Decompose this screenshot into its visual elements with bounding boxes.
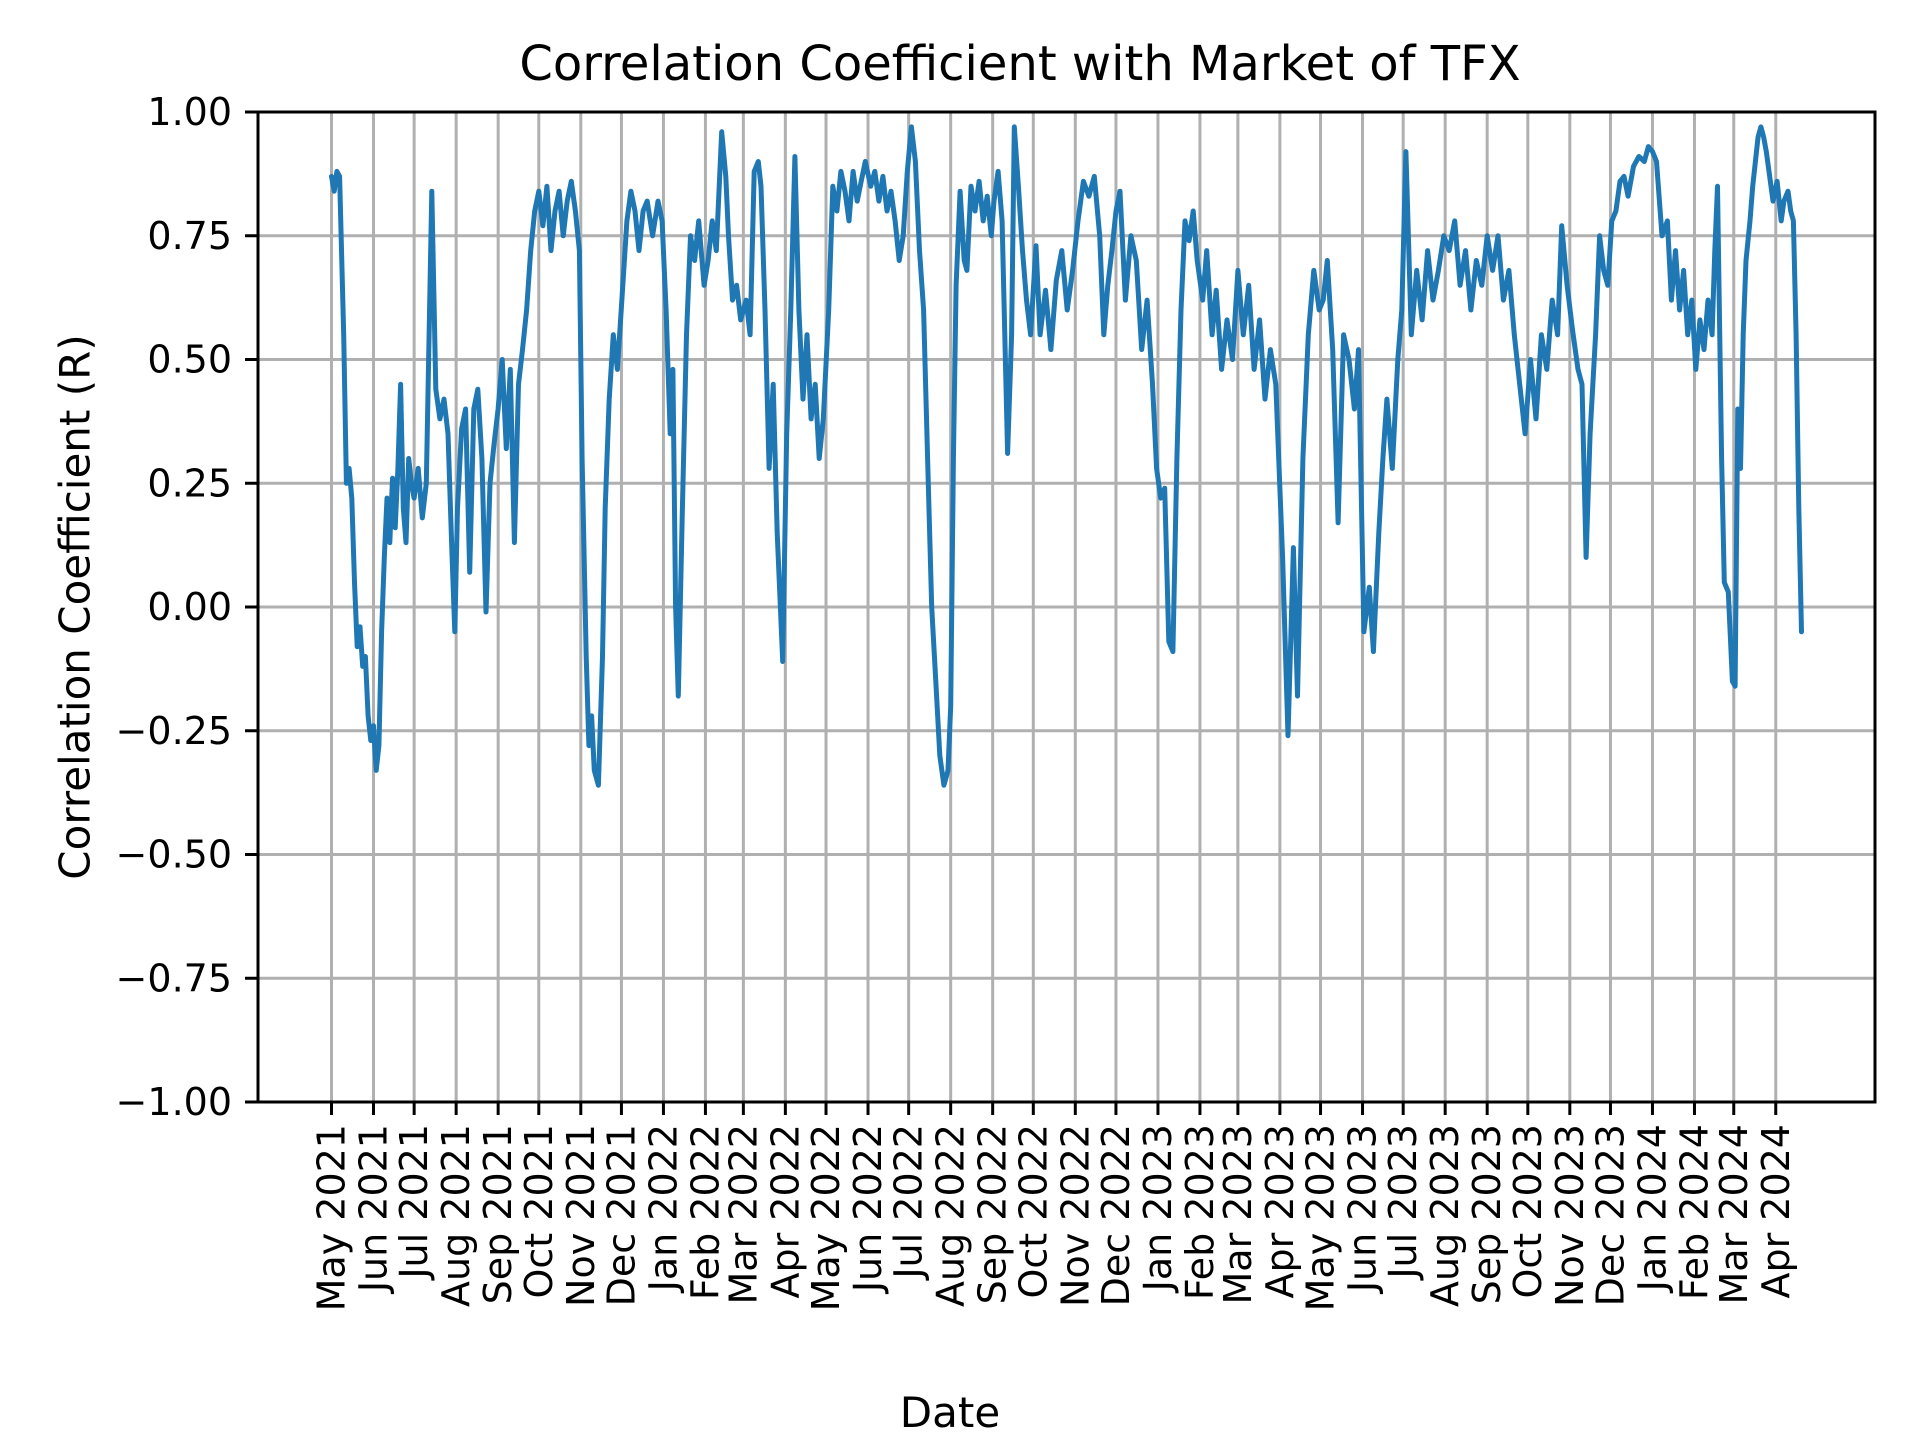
x-tick-label: Mar 2024 (1712, 1124, 1756, 1304)
x-tick-label: Aug 2022 (929, 1124, 973, 1307)
x-tick-label: Jun 2021 (352, 1124, 396, 1294)
x-tick-label: Mar 2023 (1216, 1124, 1260, 1304)
y-tick-label: −0.50 (116, 833, 232, 877)
x-tick-label: Feb 2024 (1672, 1124, 1716, 1300)
x-tick-label: Apr 2022 (763, 1124, 807, 1299)
chart-title: Correlation Coefficient with Market of T… (519, 36, 1521, 92)
x-tick-label: Sep 2023 (1465, 1124, 1509, 1304)
x-tick-label: Oct 2023 (1506, 1124, 1550, 1299)
y-tick-label: 0.00 (147, 585, 232, 629)
x-tick-label: Oct 2022 (1011, 1124, 1055, 1299)
x-tick-label: Feb 2023 (1178, 1124, 1222, 1300)
x-tick-label: Jun 2023 (1341, 1124, 1385, 1294)
x-tick-label: Oct 2021 (517, 1124, 561, 1299)
y-tick-label: 1.00 (147, 90, 232, 134)
x-tick-label: Jan 2023 (1136, 1124, 1180, 1293)
x-tick-label: Sep 2022 (971, 1124, 1015, 1304)
x-tick-label: Apr 2023 (1258, 1124, 1302, 1299)
x-tick-label: Jul 2021 (392, 1124, 436, 1281)
x-tick-label: May 2021 (310, 1124, 354, 1311)
y-tick-label: −0.25 (116, 709, 232, 753)
x-tick-label: Nov 2022 (1053, 1124, 1097, 1307)
x-tick-label: Dec 2022 (1094, 1124, 1138, 1306)
tick-marks (245, 110, 1778, 1115)
y-tick-label: −0.75 (116, 956, 232, 1000)
y-tick-label: −1.00 (116, 1080, 232, 1124)
x-tick-label: Dec 2023 (1588, 1124, 1632, 1306)
x-tick-label: Feb 2022 (683, 1124, 727, 1300)
correlation-line (329, 124, 1804, 788)
x-tick-label: Nov 2023 (1548, 1124, 1592, 1307)
y-tick-label: 0.25 (147, 461, 232, 505)
y-axis-label: Correlation Coefficient (R) (50, 334, 100, 880)
y-tick-label: 0.75 (147, 214, 232, 258)
x-tick-label: Aug 2021 (434, 1124, 478, 1307)
x-tick-label: Dec 2021 (599, 1124, 643, 1306)
x-tick-label: Jan 2022 (641, 1124, 685, 1293)
x-tick-label: Jan 2024 (1630, 1124, 1674, 1293)
x-tick-label: Jul 2023 (1381, 1124, 1425, 1281)
x-tick-label: Jun 2022 (846, 1124, 890, 1294)
x-tick-label: Nov 2021 (559, 1124, 603, 1307)
x-tick-label: May 2023 (1299, 1124, 1343, 1311)
y-tick-label: 0.50 (147, 338, 232, 382)
x-tick-label: Apr 2024 (1754, 1124, 1798, 1299)
x-tick-label: Aug 2023 (1423, 1124, 1467, 1307)
x-tick-label: Jul 2022 (887, 1124, 931, 1281)
x-tick-label: May 2022 (804, 1124, 848, 1311)
x-axis-label: Date (899, 1388, 1001, 1437)
x-tick-label: Sep 2021 (476, 1124, 520, 1304)
x-tick-label: Mar 2022 (721, 1124, 765, 1304)
